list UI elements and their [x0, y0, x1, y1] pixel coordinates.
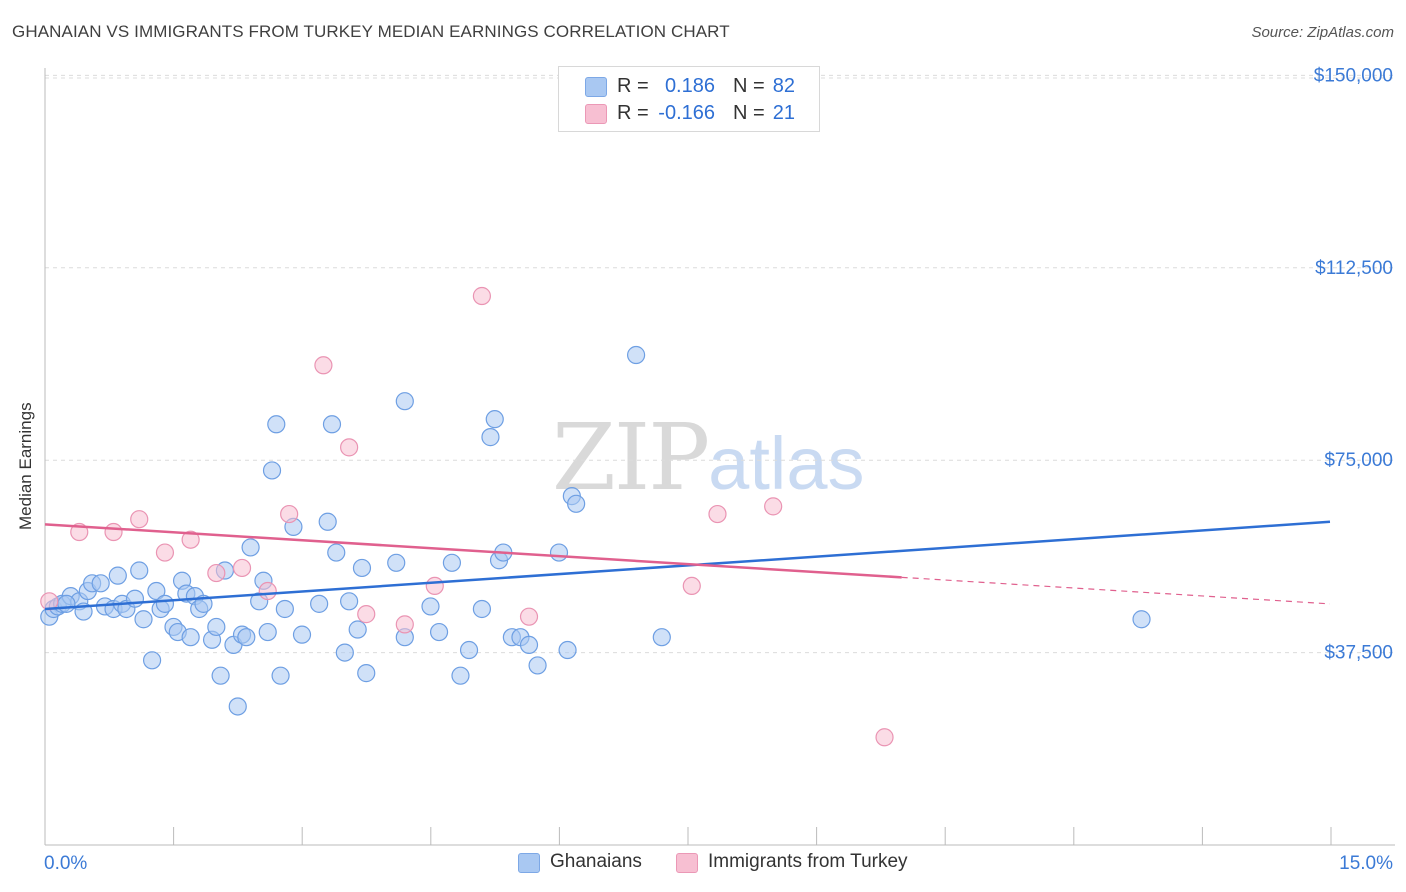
- data-point-ghanaians: [241, 538, 260, 557]
- data-point-ghanaians: [267, 415, 286, 434]
- legend-n-value: 21: [772, 102, 795, 124]
- data-point-ghanaians: [130, 561, 149, 580]
- x-tick-label: 0.0%: [44, 853, 87, 874]
- data-point-ghanaians: [292, 625, 312, 644]
- data-point-ghanaians: [528, 656, 547, 675]
- data-point-ghanaians: [322, 415, 342, 434]
- data-point-turkey: [395, 615, 414, 634]
- data-point-ghanaians: [459, 640, 479, 660]
- data-point-ghanaians: [134, 610, 153, 629]
- legend-n-value: 82: [772, 75, 795, 97]
- data-point-turkey: [155, 543, 175, 562]
- y-tick-label: $75,000: [1324, 450, 1393, 471]
- legend-r-value: -0.166: [658, 102, 715, 124]
- chart-source: Source: ZipAtlas.com: [1251, 24, 1394, 41]
- data-point-turkey: [258, 581, 277, 601]
- legend-label: Ghanaians: [550, 851, 642, 872]
- data-point-turkey: [472, 286, 491, 306]
- data-point-turkey: [708, 504, 727, 524]
- data-point-ghanaians: [142, 651, 162, 670]
- chart-title: GHANAIAN VS IMMIGRANTS FROM TURKEY MEDIA…: [12, 22, 730, 41]
- data-point-turkey: [280, 504, 299, 524]
- data-point-ghanaians: [626, 345, 646, 365]
- legend-r-label: R =: [617, 102, 649, 124]
- data-point-ghanaians: [228, 697, 247, 716]
- y-tick-label: $150,000: [1314, 65, 1393, 86]
- legend-swatch-pink: [585, 104, 607, 124]
- data-point-ghanaians: [567, 494, 586, 513]
- data-point-ghanaians: [421, 597, 440, 616]
- data-point-ghanaians: [318, 512, 337, 531]
- data-point-ghanaians: [327, 543, 346, 562]
- data-point-ghanaians: [147, 581, 166, 601]
- x-tick-label: 15.0%: [1339, 853, 1393, 874]
- data-point-ghanaians: [481, 428, 500, 447]
- trend-line-turkey-dashed: [901, 576, 1331, 605]
- data-point-turkey: [519, 607, 539, 626]
- data-point-ghanaians: [258, 622, 277, 642]
- data-point-ghanaians: [348, 620, 367, 639]
- legend-swatch-blue: [585, 77, 607, 97]
- legend-n-label: N =: [733, 75, 765, 97]
- data-point-turkey: [207, 563, 226, 583]
- trend-line-ghanaians: [44, 520, 1331, 611]
- data-point-turkey: [130, 510, 149, 529]
- data-point-ghanaians: [519, 635, 539, 655]
- data-point-ghanaians: [652, 628, 671, 647]
- data-point-ghanaians: [310, 594, 329, 613]
- data-point-turkey: [764, 497, 783, 516]
- data-point-ghanaians: [340, 592, 359, 611]
- legend-n-label: N =: [733, 102, 765, 124]
- data-point-ghanaians: [558, 640, 577, 660]
- data-point-turkey: [104, 522, 123, 542]
- data-point-ghanaians: [181, 628, 200, 647]
- data-point-turkey: [425, 576, 444, 595]
- data-point-ghanaians: [91, 574, 110, 593]
- data-point-turkey: [357, 605, 376, 624]
- data-point-ghanaians: [211, 666, 230, 685]
- correlation-legend: R = 0.186 N = 82 R = -0.166 N = 21: [558, 66, 820, 132]
- data-point-turkey: [314, 356, 333, 375]
- legend-r-label: R =: [617, 75, 649, 97]
- data-point-turkey: [340, 438, 359, 457]
- watermark-atlas: atlas: [708, 422, 865, 505]
- y-tick-label: $37,500: [1324, 643, 1393, 664]
- data-point-ghanaians: [271, 666, 290, 685]
- data-point-ghanaians: [108, 566, 127, 585]
- data-point-turkey: [875, 728, 894, 747]
- data-point-ghanaians: [155, 594, 175, 613]
- legend-label: Immigrants from Turkey: [708, 851, 908, 872]
- legend-row-turkey: R = -0.166 N = 21: [559, 100, 819, 128]
- legend-r-value: 0.186: [664, 75, 715, 97]
- data-point-ghanaians: [125, 589, 145, 608]
- data-point-ghanaians: [395, 392, 414, 411]
- data-point-ghanaians: [357, 664, 376, 683]
- data-point-ghanaians: [387, 553, 406, 572]
- legend-swatch-blue: [518, 853, 540, 873]
- legend-swatch-pink: [676, 853, 698, 873]
- legend-row-ghanaians: R = 0.186 N = 82: [559, 73, 819, 101]
- data-point-ghanaians: [275, 599, 294, 619]
- data-point-ghanaians: [262, 461, 282, 480]
- data-point-ghanaians: [549, 543, 569, 562]
- data-point-ghanaians: [451, 666, 470, 685]
- data-point-ghanaians: [57, 594, 76, 613]
- data-point-ghanaians: [352, 558, 372, 578]
- data-point-turkey: [682, 576, 701, 595]
- data-point-ghanaians: [1132, 610, 1151, 629]
- data-point-ghanaians: [237, 628, 256, 647]
- data-point-ghanaians: [429, 622, 449, 642]
- data-point-ghanaians: [207, 617, 226, 637]
- data-point-ghanaians: [472, 599, 491, 619]
- data-point-turkey: [232, 558, 252, 578]
- data-point-ghanaians: [335, 643, 354, 662]
- data-point-ghanaians: [442, 553, 462, 572]
- data-point-ghanaians: [485, 410, 504, 429]
- trend-line-turkey: [44, 523, 902, 579]
- data-point-turkey: [181, 530, 200, 549]
- y-tick-label: $112,500: [1315, 258, 1393, 279]
